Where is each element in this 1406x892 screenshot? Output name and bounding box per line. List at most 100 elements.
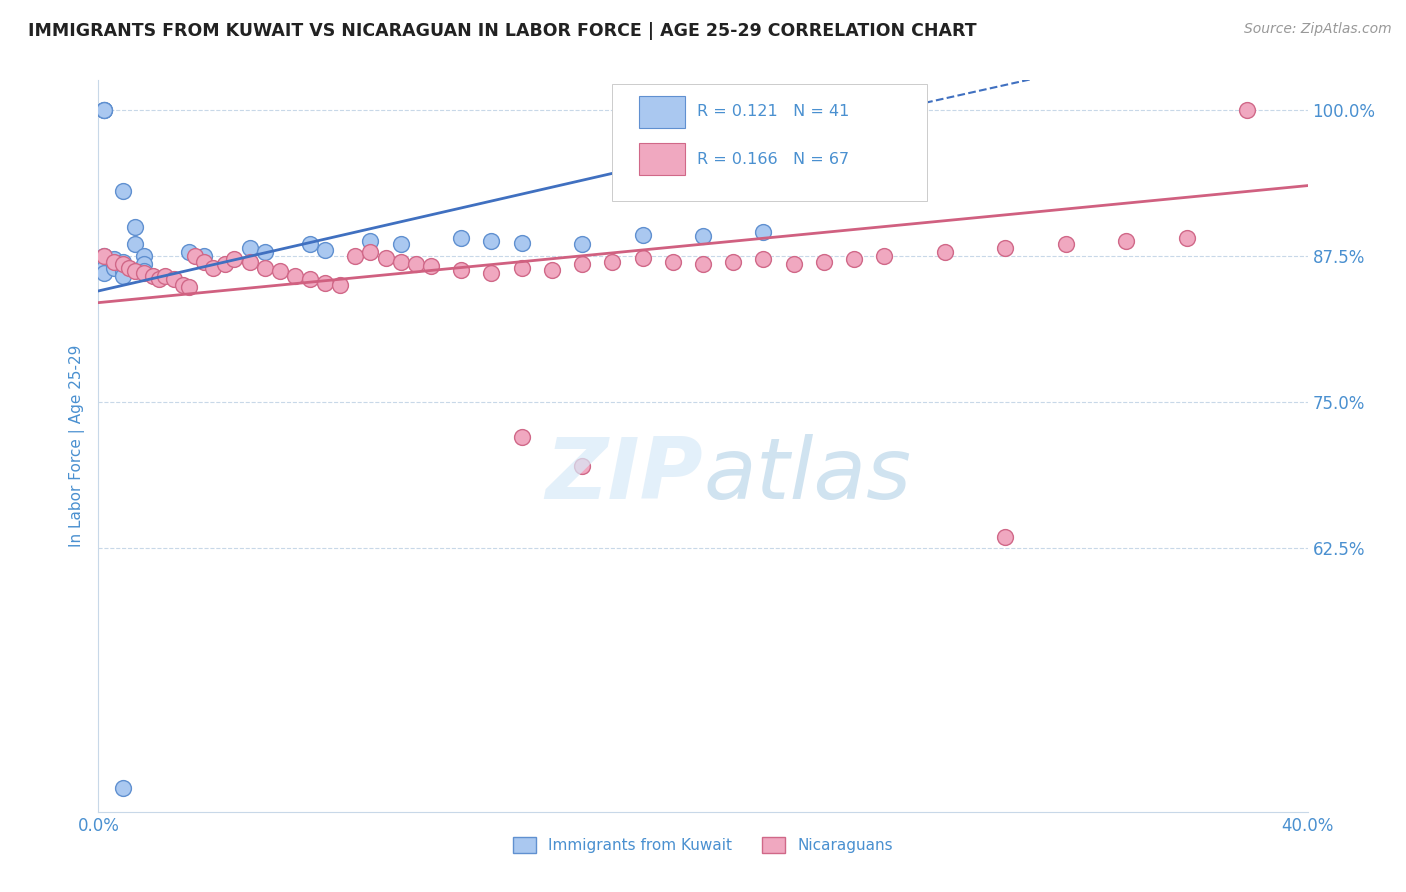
Point xyxy=(111,264,134,278)
Point xyxy=(540,263,562,277)
Point xyxy=(752,252,775,267)
Point xyxy=(269,264,291,278)
Point xyxy=(224,252,246,267)
Point xyxy=(118,260,141,275)
Point xyxy=(93,103,115,117)
Point xyxy=(510,260,533,275)
Point xyxy=(692,228,714,243)
Point xyxy=(193,254,215,268)
Point xyxy=(602,254,624,268)
Point xyxy=(124,237,146,252)
Y-axis label: In Labor Force | Age 25-29: In Labor Force | Age 25-29 xyxy=(69,345,86,547)
Point xyxy=(239,241,262,255)
Point xyxy=(132,257,155,271)
Legend: Immigrants from Kuwait, Nicaraguans: Immigrants from Kuwait, Nicaraguans xyxy=(506,830,900,859)
Point xyxy=(148,272,170,286)
Point xyxy=(103,260,125,275)
Point xyxy=(934,245,956,260)
Point xyxy=(631,227,654,242)
Point xyxy=(111,258,134,272)
Point xyxy=(571,257,593,271)
Point xyxy=(253,245,276,260)
Text: R = 0.166   N = 67: R = 0.166 N = 67 xyxy=(697,152,849,167)
Point xyxy=(1115,234,1137,248)
Point xyxy=(783,257,806,271)
Point xyxy=(344,249,367,263)
Point xyxy=(284,268,307,283)
Point xyxy=(723,254,745,268)
Point xyxy=(873,249,896,263)
Point xyxy=(299,237,322,252)
Point xyxy=(571,459,593,474)
Point xyxy=(142,268,165,283)
Point xyxy=(450,231,472,245)
Point xyxy=(1236,103,1258,117)
Point xyxy=(93,249,115,263)
Point xyxy=(571,237,593,252)
Text: R = 0.121   N = 41: R = 0.121 N = 41 xyxy=(697,104,849,120)
Point xyxy=(360,245,382,260)
Point xyxy=(314,276,336,290)
Point xyxy=(163,272,186,286)
Point xyxy=(389,254,412,268)
Point xyxy=(481,266,503,280)
Point xyxy=(111,257,134,271)
Point xyxy=(103,257,125,271)
Point xyxy=(111,254,134,268)
Text: atlas: atlas xyxy=(703,434,911,516)
Point xyxy=(405,257,427,271)
Point xyxy=(111,268,134,283)
FancyBboxPatch shape xyxy=(613,84,927,201)
Text: IMMIGRANTS FROM KUWAIT VS NICARAGUAN IN LABOR FORCE | AGE 25-29 CORRELATION CHAR: IMMIGRANTS FROM KUWAIT VS NICARAGUAN IN … xyxy=(28,22,977,40)
Text: Source: ZipAtlas.com: Source: ZipAtlas.com xyxy=(1244,22,1392,37)
Point xyxy=(510,235,533,250)
Point xyxy=(93,257,115,271)
Point xyxy=(631,251,654,265)
Point xyxy=(813,254,835,268)
Point xyxy=(360,234,382,248)
Point xyxy=(239,254,262,268)
Point xyxy=(994,241,1017,255)
Point xyxy=(93,103,115,117)
Point xyxy=(420,260,443,274)
Point xyxy=(124,264,146,278)
Point xyxy=(299,272,322,286)
Point xyxy=(179,280,201,294)
Point xyxy=(329,278,352,293)
Point xyxy=(93,254,115,268)
Point xyxy=(124,219,146,234)
Point xyxy=(253,260,276,275)
Point xyxy=(202,260,225,275)
Point xyxy=(93,249,115,263)
Point xyxy=(692,257,714,271)
Point xyxy=(93,103,115,117)
Point xyxy=(1054,237,1077,252)
Point xyxy=(153,268,176,283)
Point xyxy=(214,257,236,271)
Point xyxy=(994,530,1017,544)
FancyBboxPatch shape xyxy=(638,144,685,176)
Point xyxy=(132,266,155,280)
Point xyxy=(661,254,683,268)
Point xyxy=(93,266,115,280)
Point xyxy=(132,249,155,263)
Point xyxy=(844,252,866,267)
Point xyxy=(510,430,533,444)
Point xyxy=(172,278,194,293)
Point xyxy=(179,245,201,260)
Point xyxy=(481,234,503,248)
Point xyxy=(111,185,134,199)
Point xyxy=(752,226,775,240)
Point xyxy=(389,237,412,252)
Point xyxy=(374,251,396,265)
Text: ZIP: ZIP xyxy=(546,434,703,516)
FancyBboxPatch shape xyxy=(638,95,685,128)
Point xyxy=(184,249,207,263)
Point xyxy=(93,260,115,275)
Point xyxy=(103,252,125,267)
Point xyxy=(111,781,134,796)
Point xyxy=(450,263,472,277)
Point xyxy=(314,243,336,257)
Point xyxy=(1175,231,1198,245)
Point xyxy=(193,249,215,263)
